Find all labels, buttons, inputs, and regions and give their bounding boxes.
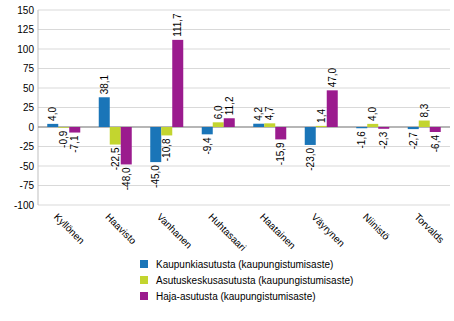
category-label: Vanhanen	[155, 211, 194, 250]
y-tick-label: 50	[23, 83, 35, 94]
data-label: 6,0	[213, 105, 224, 119]
category-label: Väyrynen	[309, 211, 347, 249]
bar	[305, 127, 316, 145]
y-axis	[38, 10, 39, 205]
data-label: 47,0	[327, 67, 338, 87]
y-tick-label: 0	[28, 122, 34, 133]
data-label: -15,9	[275, 142, 286, 165]
data-label: 11,2	[224, 96, 235, 115]
data-label: 111,7	[172, 13, 183, 37]
bar	[275, 127, 286, 139]
bars	[47, 40, 441, 165]
bar	[47, 124, 58, 127]
data-labels: 4,0-0,9-7,138,1-22,5-48,0-45,0-10,8111,7…	[47, 13, 441, 190]
bar	[253, 124, 264, 127]
data-label: 4,7	[264, 106, 275, 120]
category-label: Haatainen	[258, 211, 298, 251]
category-label: Huhtasaari	[206, 211, 248, 253]
bar	[367, 124, 378, 127]
category-label: Niinistö	[361, 211, 392, 242]
data-label: -10,8	[161, 138, 172, 161]
bar	[58, 127, 69, 129]
data-label: 4,0	[47, 107, 58, 121]
bar	[69, 127, 80, 133]
bar	[378, 127, 389, 129]
bar	[327, 90, 338, 127]
legend-label: Kaupunkiasutusta (kaupungistumisaste)	[156, 259, 333, 270]
bar	[264, 123, 275, 127]
y-tick-label: 125	[17, 24, 34, 35]
bar	[430, 127, 441, 132]
data-label: -45,0	[150, 165, 161, 188]
category-label: Haavisto	[103, 211, 139, 247]
legend-label: Asutuskeskusasutusta (kaupungistumisaste…	[156, 275, 353, 286]
y-tick-label: -75	[20, 180, 35, 191]
bar	[316, 126, 327, 127]
grid-line	[38, 10, 450, 11]
bar	[161, 127, 172, 135]
y-tick-label: 75	[23, 63, 35, 74]
legend-swatch	[140, 292, 148, 300]
bar	[110, 127, 121, 145]
data-label: -0,9	[58, 130, 69, 148]
category-label: Torvalds	[412, 211, 446, 245]
bar	[202, 127, 213, 134]
data-label: -6,4	[430, 135, 441, 153]
y-tick-label: -25	[20, 141, 35, 152]
data-label: -2,3	[378, 131, 389, 149]
bar	[356, 127, 367, 128]
bar	[213, 122, 224, 127]
data-label: -2,7	[408, 132, 419, 150]
data-label: -1,6	[356, 131, 367, 149]
legend-label: Haja-asutusta (kaupungistumisaste)	[156, 291, 316, 302]
y-tick-label: -50	[20, 161, 35, 172]
grid-line	[38, 68, 450, 69]
y-tick-label: 150	[17, 5, 34, 16]
grid-line	[38, 166, 450, 167]
grid-line	[38, 205, 450, 206]
data-label: -22,5	[110, 147, 121, 170]
bar	[408, 127, 419, 129]
bar	[99, 97, 110, 127]
bar	[121, 127, 132, 164]
data-label: 38,1	[99, 74, 110, 94]
bar	[419, 121, 430, 127]
grid-line	[38, 185, 450, 186]
data-label: -7,1	[69, 135, 80, 153]
data-label: 4,2	[253, 106, 264, 120]
data-label: -9,4	[202, 137, 213, 155]
legend-swatch	[140, 260, 148, 268]
bar	[172, 40, 183, 127]
y-tick-label: 100	[17, 44, 34, 55]
chart: -100-75-50-2502550751001251504,0-0,9-7,1…	[0, 0, 454, 321]
data-label: -48,0	[121, 167, 132, 190]
category-label: Kyllönen	[52, 211, 87, 246]
y-tick-label: 25	[23, 102, 35, 113]
bar	[150, 127, 161, 162]
data-label: -23,0	[305, 148, 316, 171]
data-label: 4,0	[367, 107, 378, 121]
y-tick-label: -100	[14, 200, 34, 211]
legend-swatch	[140, 276, 148, 284]
data-label: 8,3	[419, 103, 430, 117]
grid-line	[38, 29, 450, 30]
grid-line	[38, 49, 450, 50]
data-label: 1,4	[316, 109, 327, 123]
bar	[224, 118, 235, 127]
